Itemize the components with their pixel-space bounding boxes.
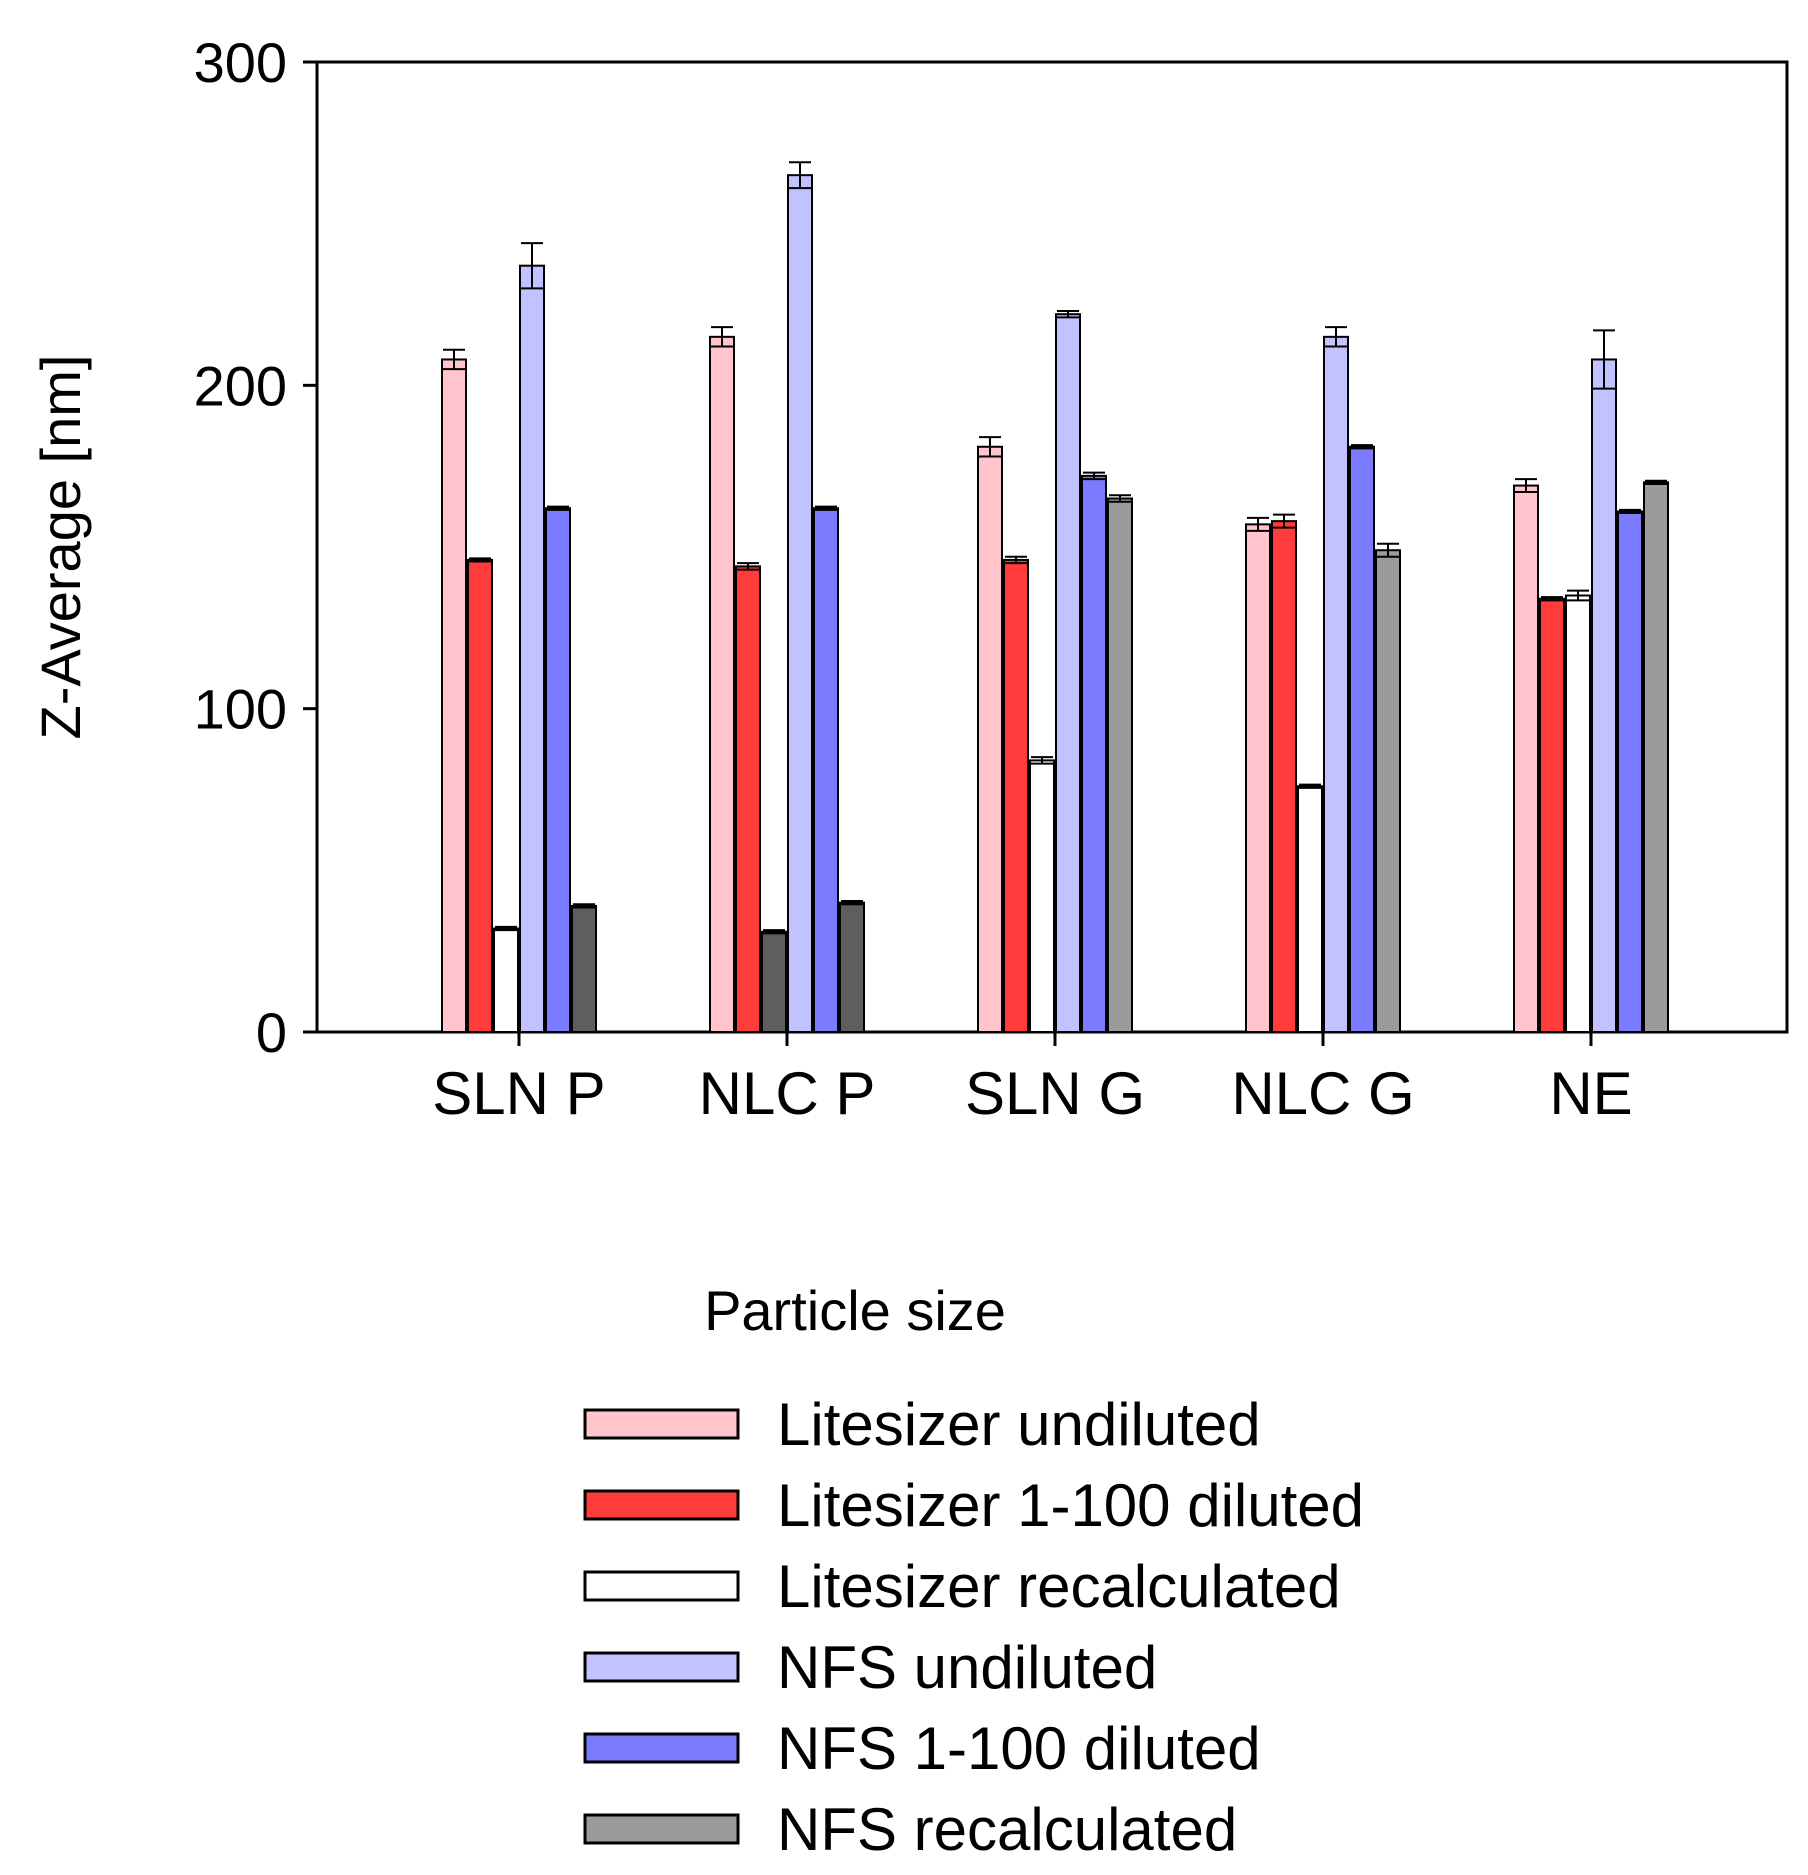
bar [1245,523,1271,1033]
bar [1617,510,1643,1033]
y-ticks: 0 100 200 300 [194,31,317,1064]
bars-group [441,174,1669,1034]
bar [441,358,467,1033]
bar [1591,358,1617,1033]
bar [1081,474,1107,1034]
bar [571,904,597,1034]
legend-swatch [583,1408,740,1440]
bar [761,930,787,1033]
legend-swatch [583,1651,740,1683]
x-tick-label: NLC G [1231,1060,1414,1127]
legend-swatch [583,1813,740,1845]
y-tick-label: 200 [194,354,287,417]
bar [493,927,519,1033]
legend-title: Particle size [704,1279,1006,1342]
legend-swatch [583,1732,740,1764]
bar [1003,558,1029,1034]
legend-label: Litesizer recalculated [777,1553,1341,1620]
x-ticks: SLN P NLC P SLN G NLC G NE [432,1032,1633,1127]
bar [467,558,493,1034]
legend-label: Litesizer 1-100 diluted [777,1472,1364,1539]
legend-swatch [583,1570,740,1602]
bar [839,901,865,1034]
bar [1539,597,1565,1033]
bar [1513,484,1539,1034]
bar [1297,785,1323,1033]
bar [519,264,545,1033]
error-bars-group [443,161,1667,935]
bar [1349,445,1375,1033]
bar [1565,594,1591,1033]
legend-swatch [583,1489,740,1521]
y-axis-label: Z-Average [nm] [29,355,92,740]
bar [977,445,1003,1033]
bar [1643,481,1669,1034]
bar [1107,497,1133,1033]
bar [787,174,813,1033]
bar [1055,313,1081,1033]
legend: Litesizer undiluted Litesizer 1-100 dilut… [583,1391,1364,1863]
bar [709,335,735,1034]
bar [735,565,761,1034]
x-tick-label: SLN P [432,1060,605,1127]
bar [1375,549,1401,1033]
legend-label: NFS undiluted [777,1634,1157,1701]
bar [1271,520,1297,1034]
bar [1029,759,1055,1034]
y-tick-label: 100 [194,678,287,741]
bar [1323,335,1349,1034]
y-tick-label: 300 [194,31,287,94]
bar [545,507,571,1033]
legend-label: NFS recalculated [777,1796,1237,1863]
legend-label: Litesizer undiluted [777,1391,1261,1458]
x-tick-label: NE [1549,1060,1632,1127]
y-tick-label: 0 [256,1001,287,1064]
bar [813,507,839,1033]
x-tick-label: SLN G [965,1060,1145,1127]
legend-label: NFS 1-100 diluted [777,1715,1261,1782]
x-tick-label: NLC P [699,1060,876,1127]
